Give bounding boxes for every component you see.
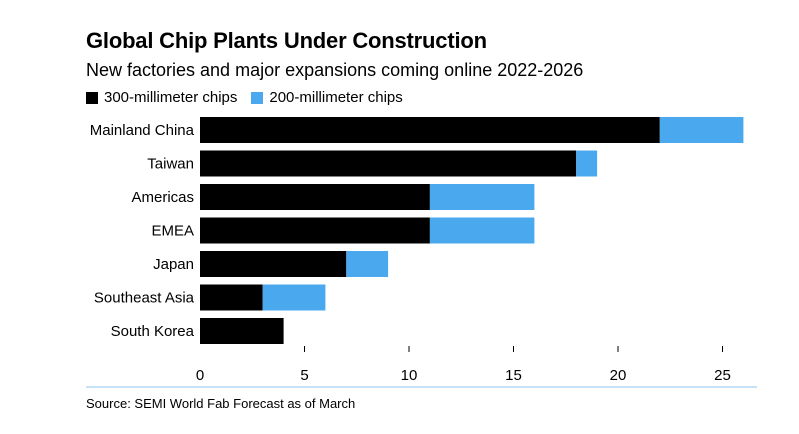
category-label: Japan	[153, 256, 194, 273]
bar-300mm	[200, 318, 284, 344]
legend-label-300mm: 300-millimeter chips	[104, 89, 238, 106]
bar-200mm	[429, 184, 535, 210]
category-label: Mainland China	[90, 122, 195, 139]
legend-label-200mm: 200-millimeter chips	[269, 89, 403, 106]
category-label: Taiwan	[147, 156, 194, 173]
bar-300mm	[200, 284, 263, 311]
bar-300mm	[200, 184, 430, 210]
chart-subtitle: New factories and major expansions comin…	[86, 60, 584, 80]
bar-300mm	[200, 251, 347, 277]
legend-swatch-300mm	[86, 91, 98, 104]
x-tick-label: 0	[196, 367, 204, 384]
bar-200mm	[659, 117, 744, 143]
legend-swatch-200mm	[251, 91, 264, 104]
bar-300mm	[200, 117, 660, 143]
x-tick-label: 15	[505, 367, 522, 384]
bar-300mm	[200, 217, 430, 244]
category-label: EMEA	[151, 223, 194, 240]
chart-title: Global Chip Plants Under Construction	[86, 28, 487, 53]
category-label: South Korea	[111, 323, 195, 340]
legend-item-200mm: 200-millimeter chips	[251, 89, 403, 106]
x-tick-label: 25	[714, 367, 731, 384]
x-tick-label: 20	[610, 367, 627, 384]
source-note: Source: SEMI World Fab Forecast as of Ma…	[86, 396, 356, 411]
x-tick-label: 10	[401, 367, 418, 384]
bar-300mm	[200, 150, 577, 177]
bar-200mm	[346, 251, 389, 277]
legend-item-300mm: 300-millimeter chips	[86, 89, 237, 106]
bar-200mm	[429, 217, 535, 244]
x-tick-label: 5	[300, 367, 308, 384]
category-label: Southeast Asia	[94, 290, 195, 307]
bar-200mm	[262, 284, 326, 311]
legend: 300-millimeter chips 200-millimeter chip…	[86, 89, 403, 106]
category-label: Americas	[131, 189, 194, 206]
bar-200mm	[576, 150, 598, 177]
